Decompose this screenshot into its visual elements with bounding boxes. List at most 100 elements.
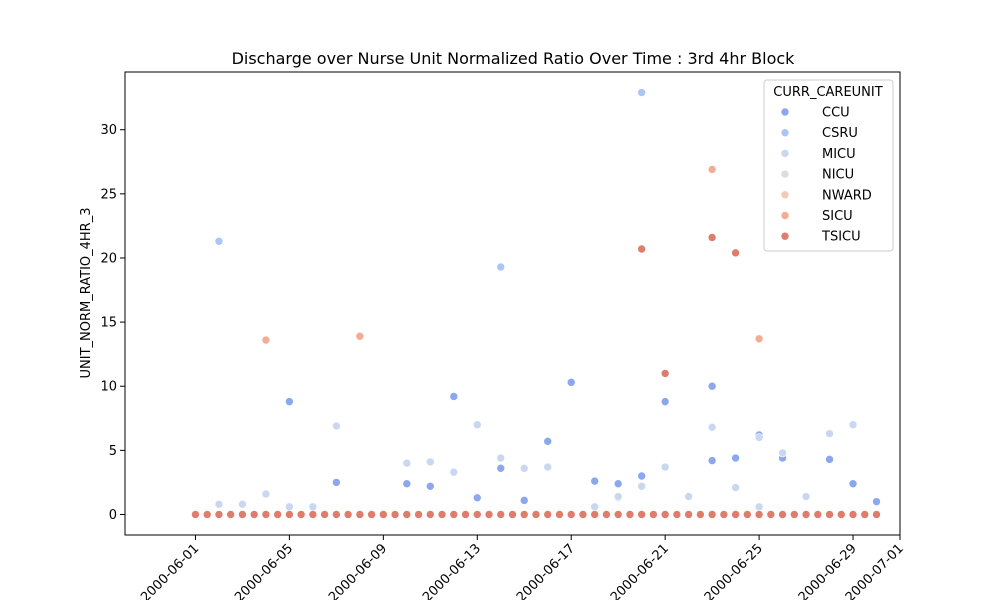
data-point: [637, 481, 646, 491]
data-point: [801, 510, 811, 519]
data-point: [707, 422, 717, 432]
data-point: [719, 510, 729, 519]
data-point: [754, 502, 764, 512]
data-point: [202, 510, 212, 519]
data-point: [613, 492, 623, 501]
plot-area: [124, 71, 901, 536]
data-point: [379, 510, 388, 519]
legend-label: NWARD: [822, 188, 872, 203]
data-point: [320, 510, 329, 519]
data-point: [355, 331, 365, 341]
chart-title: Discharge over Nurse Unit Normalized Rat…: [232, 49, 796, 68]
data-point: [496, 262, 506, 272]
data-point: [343, 510, 353, 519]
data-point: [449, 510, 459, 519]
data-point: [754, 510, 764, 519]
y-tick-label: 0: [109, 508, 117, 523]
data-point: [696, 510, 705, 519]
y-tick-label: 5: [109, 444, 117, 459]
data-point: [355, 510, 365, 519]
data-point: [825, 429, 834, 438]
data-point: [590, 502, 599, 512]
data-point: [625, 510, 635, 519]
data-point: [191, 510, 200, 519]
data-point: [707, 233, 717, 242]
data-point: [637, 88, 646, 97]
legend-marker: [780, 190, 790, 200]
data-point: [332, 478, 341, 487]
data-point: [754, 334, 764, 344]
y-axis-label: UNIT_NORM_RATIO_4HR_3: [79, 208, 94, 379]
legend-marker: [780, 231, 790, 241]
series-tsicu-baseline: [191, 510, 881, 519]
data-point: [308, 502, 318, 512]
data-point: [449, 467, 459, 477]
data-point: [519, 496, 529, 505]
legend-label: NICU: [822, 168, 854, 183]
data-point: [261, 489, 271, 499]
data-point: [790, 510, 799, 519]
y-tick-label: 15: [100, 316, 117, 331]
data-point: [731, 248, 740, 258]
data-point: [296, 510, 306, 519]
legend-box: [763, 79, 894, 252]
data-point: [707, 510, 717, 519]
data-point: [848, 510, 858, 519]
data-point: [332, 510, 341, 519]
y-tick-label: 30: [100, 123, 117, 138]
data-point: [367, 510, 376, 519]
data-point: [778, 510, 787, 519]
data-point: [238, 499, 247, 509]
data-point: [414, 510, 423, 519]
data-point: [660, 462, 670, 472]
data-point: [731, 510, 740, 519]
data-point: [214, 499, 224, 509]
y-tick-label: 20: [100, 251, 117, 266]
data-point: [519, 464, 529, 473]
data-point: [566, 510, 576, 519]
y-tick-label: 25: [100, 187, 117, 202]
data-point: [461, 510, 470, 519]
data-point: [426, 510, 435, 519]
data-point: [249, 510, 259, 519]
data-points: [191, 88, 881, 519]
data-point: [743, 510, 752, 519]
data-point: [261, 510, 271, 519]
data-point: [590, 476, 599, 486]
data-point: [261, 335, 271, 345]
data-point: [214, 236, 224, 246]
data-point: [214, 510, 224, 519]
data-point: [836, 510, 846, 519]
data-point: [402, 458, 412, 468]
data-point: [519, 510, 529, 519]
x-tick-label: 2000-06-25: [702, 541, 766, 600]
data-point: [707, 456, 717, 465]
data-point: [613, 479, 623, 488]
y-tick-label: 10: [100, 380, 117, 395]
data-point: [707, 165, 717, 174]
data-point: [496, 510, 506, 519]
data-point: [872, 497, 881, 506]
data-point: [590, 510, 599, 519]
legend-marker: [780, 211, 790, 220]
legend-title: CURR_CAREUNIT: [773, 85, 882, 100]
data-point: [684, 510, 693, 519]
plot-frame: [124, 71, 901, 536]
data-point: [308, 510, 318, 519]
x-tick-label: 2000-06-01: [138, 541, 202, 600]
legend-label: SICU: [822, 209, 853, 224]
data-point: [731, 453, 740, 463]
y-axis: 0 5 10 15 20 25 30: [100, 123, 125, 523]
x-axis: 2000-06-01 2000-06-05 2000-06-09 2000-06-13…: [138, 535, 907, 600]
data-point: [813, 510, 823, 519]
data-point: [472, 493, 482, 503]
legend-label: CCU: [822, 106, 850, 121]
data-point: [566, 378, 576, 387]
legend: CURR_CAREUNIT CCU CSRU MICU NICU NWARD SICU TS…: [763, 79, 894, 252]
data-point: [285, 510, 294, 519]
data-point: [426, 457, 435, 467]
data-point: [872, 510, 881, 519]
data-point: [766, 510, 776, 519]
legend-label: MICU: [822, 147, 856, 162]
data-point: [660, 397, 670, 406]
